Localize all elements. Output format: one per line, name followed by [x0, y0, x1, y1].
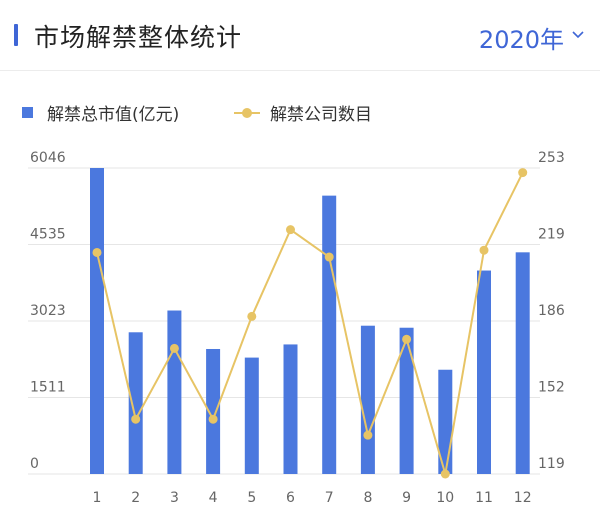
bar: [167, 310, 182, 474]
x-tick-label: 12: [514, 490, 532, 506]
header: 市场解禁整体统计 2020年: [0, 0, 600, 71]
line-series: [96, 172, 524, 475]
bar: [244, 357, 259, 474]
y-left-tick-label: 1511: [30, 380, 66, 396]
y-left-tick-label: 3023: [30, 303, 66, 319]
legend-line-swatch: [234, 107, 260, 119]
x-tick-label: 7: [325, 490, 334, 506]
x-tick-label: 11: [475, 490, 493, 506]
y-right-tick-label: 152: [538, 380, 565, 396]
line-point: [286, 225, 295, 235]
bar: [322, 195, 337, 474]
year-label[interactable]: 2020年: [478, 26, 564, 54]
line-point: [479, 245, 489, 255]
x-tick-label: 5: [247, 490, 256, 506]
bar: [283, 344, 298, 474]
y-left-tick-label: 0: [30, 456, 39, 472]
x-tick-label: 1: [93, 490, 102, 506]
legend-item-market-value[interactable]: 解禁总市值(亿元): [22, 100, 179, 125]
bar: [206, 348, 221, 474]
legend-item-company-count[interactable]: 解禁公司数目: [234, 100, 372, 125]
y-right-tick-label: 186: [538, 303, 565, 319]
y-right-tick-label: 119: [538, 456, 565, 472]
line-point: [363, 430, 373, 440]
line-point: [92, 247, 102, 257]
y-left-tick-label: 6046: [30, 150, 66, 166]
legend-label-company-count: 解禁公司数目: [270, 105, 372, 125]
line-point: [324, 252, 334, 262]
x-tick-label: 3: [170, 490, 179, 506]
line-point: [169, 343, 179, 353]
x-tick-label: 4: [209, 490, 218, 506]
bar: [477, 270, 491, 474]
x-tick-label: 8: [363, 490, 372, 506]
chart-legend: 解禁总市值(亿元) 解禁公司数目: [22, 100, 582, 130]
line-point: [518, 168, 528, 178]
legend-label-market-value: 解禁总市值(亿元): [47, 105, 180, 125]
bar: [90, 168, 104, 474]
y-right-tick-label: 253: [538, 150, 565, 166]
title-accent-bar: [14, 24, 18, 46]
line-point: [131, 414, 141, 424]
line-point: [440, 469, 450, 479]
bar: [399, 327, 414, 474]
y-left-tick-label: 4535: [30, 227, 66, 243]
bar: [360, 325, 375, 474]
x-tick-label: 6: [286, 490, 295, 506]
line-point: [402, 334, 412, 344]
bar: [515, 252, 530, 474]
legend-bar-swatch: [22, 107, 33, 118]
bar: [128, 332, 143, 474]
year-dropdown[interactable]: 2020年: [479, 20, 584, 55]
y-right-tick-label: 219: [538, 227, 565, 243]
x-tick-label: 2: [131, 490, 140, 506]
x-tick-label: 9: [402, 490, 411, 506]
x-tick-label: 10: [436, 490, 454, 506]
line-point: [208, 414, 218, 424]
chevron-down-icon[interactable]: [572, 29, 584, 41]
line-point: [247, 311, 257, 321]
page-title: 市场解禁整体统计: [34, 23, 243, 52]
